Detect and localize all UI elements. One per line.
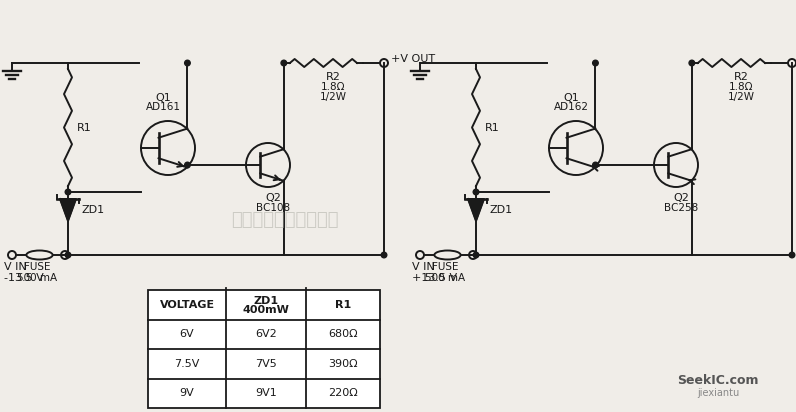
- Text: R2: R2: [326, 72, 341, 82]
- Text: 1/2W: 1/2W: [320, 92, 347, 102]
- Text: 500 mA: 500 mA: [425, 273, 466, 283]
- Text: 9V: 9V: [180, 388, 194, 398]
- Text: V IN: V IN: [412, 262, 435, 272]
- Text: Q1: Q1: [155, 93, 171, 103]
- Text: 7V5: 7V5: [256, 359, 277, 369]
- Text: 1.8Ω: 1.8Ω: [321, 82, 345, 92]
- Text: 220Ω: 220Ω: [328, 388, 358, 398]
- Text: 1.8Ω: 1.8Ω: [729, 82, 754, 92]
- Circle shape: [473, 189, 479, 195]
- Circle shape: [65, 189, 71, 195]
- Text: VOLTAGE: VOLTAGE: [159, 300, 215, 310]
- Text: 500 mA: 500 mA: [18, 273, 57, 283]
- Text: +13.5 V: +13.5 V: [412, 273, 457, 283]
- Text: Q2: Q2: [265, 193, 281, 203]
- Text: 6V2: 6V2: [256, 329, 277, 339]
- Text: ZD1: ZD1: [82, 205, 105, 215]
- Text: 7.5V: 7.5V: [174, 359, 200, 369]
- Text: 400mW: 400mW: [243, 305, 290, 315]
- Text: R2: R2: [734, 72, 749, 82]
- Text: FUSE: FUSE: [24, 262, 51, 272]
- Polygon shape: [468, 199, 484, 221]
- Circle shape: [593, 60, 599, 66]
- Circle shape: [593, 162, 599, 168]
- Circle shape: [473, 252, 479, 258]
- Circle shape: [65, 252, 71, 258]
- Text: BC108: BC108: [256, 203, 290, 213]
- Text: 680Ω: 680Ω: [328, 329, 358, 339]
- Text: 1/2W: 1/2W: [728, 92, 755, 102]
- Text: SeekIC.com: SeekIC.com: [677, 374, 759, 386]
- Circle shape: [381, 252, 387, 258]
- Circle shape: [689, 60, 695, 66]
- Text: 9V1: 9V1: [256, 388, 277, 398]
- Text: R1: R1: [485, 122, 500, 133]
- Bar: [148, 290, 380, 408]
- Text: -13.5 V: -13.5 V: [4, 273, 44, 283]
- Text: AD161: AD161: [146, 102, 181, 112]
- Text: +V OUT: +V OUT: [391, 54, 435, 64]
- Text: AD162: AD162: [553, 102, 588, 112]
- Text: V IN: V IN: [4, 262, 27, 272]
- Circle shape: [789, 252, 794, 258]
- Text: Q1: Q1: [563, 93, 579, 103]
- Text: R1: R1: [335, 300, 351, 310]
- Circle shape: [185, 162, 190, 168]
- Polygon shape: [60, 199, 76, 221]
- Text: ZD1: ZD1: [253, 296, 279, 306]
- Text: BC258: BC258: [664, 203, 698, 213]
- Text: 390Ω: 390Ω: [328, 359, 358, 369]
- Circle shape: [185, 60, 190, 66]
- Text: jiexiantu: jiexiantu: [696, 388, 739, 398]
- Circle shape: [281, 60, 287, 66]
- Text: Q2: Q2: [673, 193, 689, 203]
- Text: 杭州将睢科技有限公司: 杭州将睢科技有限公司: [232, 211, 339, 229]
- Text: R1: R1: [77, 122, 92, 133]
- Text: ZD1: ZD1: [490, 205, 513, 215]
- Text: 6V: 6V: [180, 329, 194, 339]
- Text: FUSE: FUSE: [432, 262, 458, 272]
